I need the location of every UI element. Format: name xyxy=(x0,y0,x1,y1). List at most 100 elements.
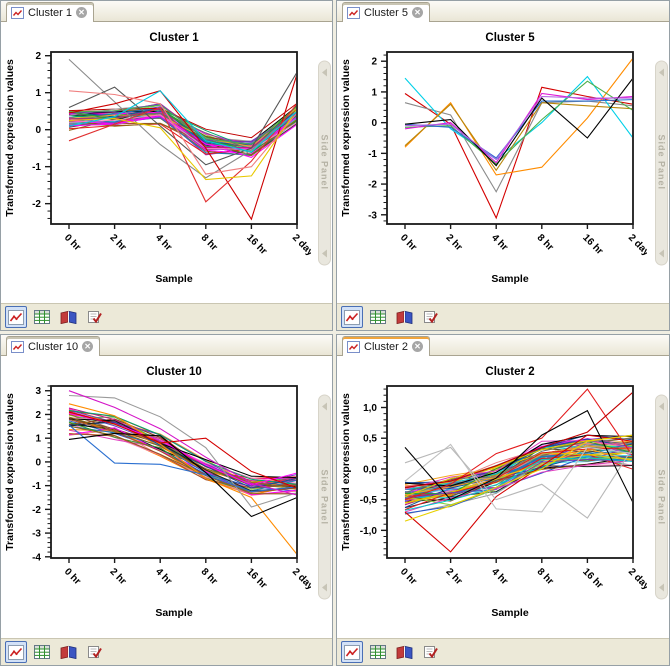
svg-text:4 hr: 4 hr xyxy=(153,566,174,587)
graph-view-button[interactable] xyxy=(341,641,363,663)
svg-text:16 hr: 16 hr xyxy=(244,566,269,591)
line-chart-icon xyxy=(11,340,24,353)
book-view-button[interactable] xyxy=(57,641,79,663)
table-view-button[interactable] xyxy=(31,306,53,328)
book-view-button[interactable] xyxy=(393,306,415,328)
side-panel-toggle[interactable]: Side Panel xyxy=(318,394,331,600)
side-panel-toggle[interactable]: Side Panel xyxy=(318,60,331,265)
book-icon xyxy=(396,645,412,659)
notes-view-button[interactable] xyxy=(419,641,441,663)
svg-text:8 hr: 8 hr xyxy=(535,566,556,587)
close-icon[interactable]: ✕ xyxy=(412,341,424,352)
graph-view-button[interactable] xyxy=(5,641,27,663)
svg-text:2: 2 xyxy=(35,51,41,62)
svg-text:Sample: Sample xyxy=(491,607,529,619)
cluster-line-chart: Cluster 5 Transformed expression values Sa… xyxy=(340,32,647,285)
table-icon xyxy=(370,645,386,659)
book-icon xyxy=(60,310,76,324)
svg-text:Transformed expression values: Transformed expression values xyxy=(340,393,352,551)
close-icon[interactable]: ✕ xyxy=(82,341,94,352)
chart-area: Cluster 5 Transformed expression values Sa… xyxy=(337,22,669,303)
panel-cluster-1: Cluster 1 ✕ Cluster 1 Transformed express… xyxy=(0,0,333,331)
svg-text:Sample: Sample xyxy=(155,607,193,619)
svg-text:1: 1 xyxy=(371,87,377,98)
close-icon[interactable]: ✕ xyxy=(76,7,88,18)
svg-text:-3: -3 xyxy=(368,210,377,221)
collapse-arrow-icon xyxy=(322,68,327,76)
svg-text:Cluster 1: Cluster 1 xyxy=(149,32,199,44)
svg-text:-2: -2 xyxy=(368,180,377,191)
tab-bar: Cluster 5 ✕ xyxy=(337,1,669,22)
svg-text:0: 0 xyxy=(35,457,41,468)
svg-text:-4: -4 xyxy=(32,552,41,563)
svg-text:2 hr: 2 hr xyxy=(443,232,464,253)
svg-text:4 hr: 4 hr xyxy=(489,232,510,253)
side-panel-toggle[interactable]: Side Panel xyxy=(655,60,668,265)
notes-view-button[interactable] xyxy=(83,306,105,328)
svg-text:1: 1 xyxy=(35,88,41,99)
table-view-button[interactable] xyxy=(367,306,389,328)
notes-icon xyxy=(87,311,102,324)
svg-text:8 hr: 8 hr xyxy=(535,232,556,253)
svg-text:1: 1 xyxy=(35,434,41,445)
view-mode-toolbar xyxy=(1,638,332,665)
svg-text:2 days: 2 days xyxy=(626,566,647,596)
side-panel-toggle[interactable]: Side Panel xyxy=(655,394,668,600)
svg-text:-3: -3 xyxy=(32,529,41,540)
svg-text:2 hr: 2 hr xyxy=(443,566,464,587)
side-panel-label: Side Panel xyxy=(656,134,667,191)
view-mode-toolbar xyxy=(337,638,669,665)
collapse-arrow-icon xyxy=(659,402,664,411)
chart-area: Cluster 10 Transformed expression values S… xyxy=(1,356,332,638)
svg-text:Cluster 2: Cluster 2 xyxy=(485,366,534,378)
svg-text:16 hr: 16 hr xyxy=(580,232,605,257)
graph-view-button[interactable] xyxy=(5,306,27,328)
notes-icon xyxy=(423,311,438,324)
graph-icon xyxy=(344,644,360,660)
book-view-button[interactable] xyxy=(57,306,79,328)
svg-text:Transformed expression values: Transformed expression values xyxy=(4,59,16,217)
view-mode-toolbar xyxy=(1,303,332,330)
table-view-button[interactable] xyxy=(31,641,53,663)
graph-view-button[interactable] xyxy=(341,306,363,328)
notes-icon xyxy=(423,646,438,659)
svg-text:Transformed expression values: Transformed expression values xyxy=(340,59,352,217)
tab-cluster-10[interactable]: Cluster 10 ✕ xyxy=(6,336,101,356)
svg-text:Transformed expression values: Transformed expression values xyxy=(4,393,16,551)
cluster-line-chart: Cluster 2 Transformed expression values Sa… xyxy=(340,366,647,619)
notes-icon xyxy=(87,646,102,659)
line-chart-icon xyxy=(347,340,360,353)
book-view-button[interactable] xyxy=(393,641,415,663)
svg-text:0,0: 0,0 xyxy=(363,464,377,475)
tab-bar: Cluster 10 ✕ xyxy=(1,335,332,356)
svg-text:8 hr: 8 hr xyxy=(199,232,220,253)
collapse-arrow-icon xyxy=(659,583,664,592)
svg-text:2 hr: 2 hr xyxy=(107,566,128,587)
svg-text:1,0: 1,0 xyxy=(363,403,377,414)
table-view-button[interactable] xyxy=(367,641,389,663)
tab-cluster-2[interactable]: Cluster 2 ✕ xyxy=(342,336,431,356)
close-icon[interactable]: ✕ xyxy=(412,7,424,18)
tab-cluster-5[interactable]: Cluster 5 ✕ xyxy=(342,2,431,22)
svg-text:2: 2 xyxy=(371,57,377,68)
svg-text:4 hr: 4 hr xyxy=(489,566,510,587)
tab-label: Cluster 1 xyxy=(28,7,73,19)
notes-view-button[interactable] xyxy=(419,306,441,328)
tab-cluster-1[interactable]: Cluster 1 ✕ xyxy=(6,2,95,22)
collapse-arrow-icon xyxy=(322,402,327,411)
svg-text:-2: -2 xyxy=(32,199,41,210)
svg-text:2: 2 xyxy=(35,410,41,421)
tab-label: Cluster 2 xyxy=(364,341,409,353)
table-icon xyxy=(34,310,50,324)
panel-cluster-10: Cluster 10 ✕ Cluster 10 Transformed expre… xyxy=(0,334,333,666)
notes-view-button[interactable] xyxy=(83,641,105,663)
svg-text:0 hr: 0 hr xyxy=(398,566,419,587)
tab-bar: Cluster 2 ✕ xyxy=(337,335,669,356)
svg-text:16 hr: 16 hr xyxy=(580,566,605,591)
book-icon xyxy=(60,645,76,659)
svg-text:-0,5: -0,5 xyxy=(360,495,378,506)
panel-cluster-2: Cluster 2 ✕ Cluster 2 Transformed express… xyxy=(336,334,670,666)
svg-text:Sample: Sample xyxy=(155,273,193,285)
line-chart-icon xyxy=(11,6,24,19)
